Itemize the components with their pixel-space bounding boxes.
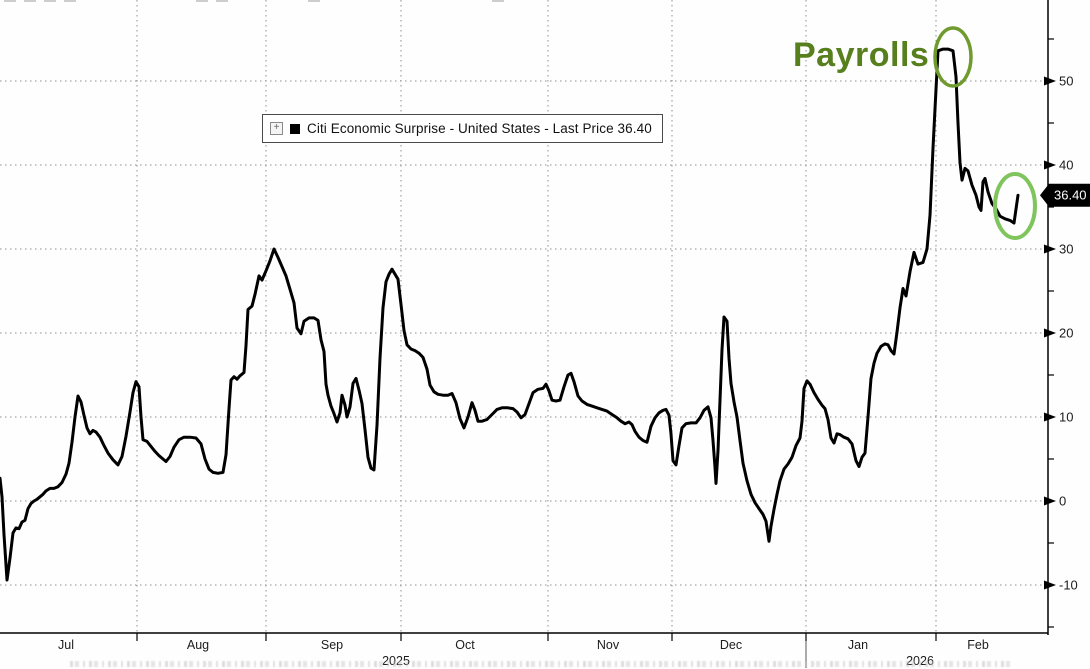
y-tick-arrow xyxy=(1044,412,1056,422)
last-point-circle xyxy=(993,172,1037,240)
y-tick-arrow xyxy=(1044,244,1056,254)
plot-canvas[interactable] xyxy=(0,0,1048,633)
legend-expander-icon[interactable]: + xyxy=(270,122,283,135)
price-line xyxy=(0,47,1020,582)
legend-box[interactable]: + Citi Economic Surprise - United States… xyxy=(262,114,663,143)
payrolls-peak-circle xyxy=(933,26,973,88)
last-price-badge xyxy=(1040,183,1090,207)
y-tick-label: 50 xyxy=(1059,74,1073,89)
y-tick-arrow xyxy=(1044,580,1056,590)
y-tick-label: 20 xyxy=(1059,326,1073,341)
y-tick-label: 40 xyxy=(1059,158,1073,173)
y-tick-label: -10 xyxy=(1059,578,1078,593)
last-price-badge-label: 36.40 xyxy=(1054,188,1087,203)
y-tick-arrow xyxy=(1044,496,1056,506)
y-tick-arrow xyxy=(1044,160,1056,170)
legend-series-label: Citi Economic Surprise - United States -… xyxy=(307,121,652,136)
y-tick-arrow xyxy=(1044,76,1056,86)
y-tick-arrow xyxy=(1044,328,1056,338)
series-color-swatch xyxy=(290,123,300,134)
y-tick-label: 0 xyxy=(1059,494,1066,509)
y-tick-label: 30 xyxy=(1059,242,1073,257)
y-tick-label: 10 xyxy=(1059,410,1073,425)
